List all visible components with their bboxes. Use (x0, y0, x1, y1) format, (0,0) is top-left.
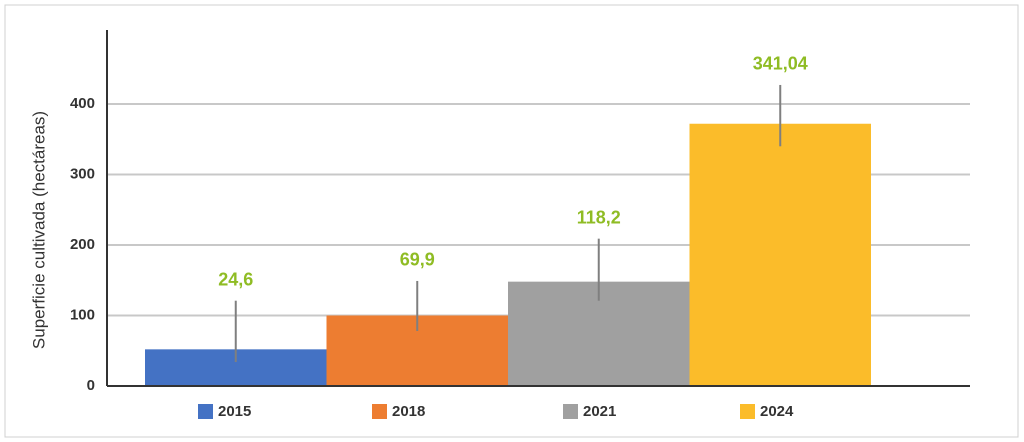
y-tick-label: 100 (70, 306, 95, 323)
data-label: 341,04 (753, 54, 808, 74)
y-tick-label: 400 (70, 95, 95, 112)
y-tick-label: 200 (70, 236, 95, 253)
data-label: 24,6 (218, 269, 253, 289)
bar (689, 123, 871, 387)
legend-swatch (372, 404, 387, 419)
legend-label: 2024 (760, 403, 794, 420)
legend-swatch (740, 404, 755, 419)
legend-swatch (563, 404, 578, 419)
data-label: 69,9 (400, 250, 435, 270)
legend-label: 2018 (392, 403, 425, 420)
y-tick-label: 0 (87, 377, 95, 394)
data-label: 118,2 (577, 207, 621, 227)
legend-label: 2015 (218, 403, 251, 420)
y-tick-label: 300 (70, 165, 95, 182)
legend-label: 2021 (583, 403, 616, 420)
y-axis-label: Superficie cultivada (hectáreas) (29, 111, 48, 349)
legend-swatch (198, 404, 213, 419)
